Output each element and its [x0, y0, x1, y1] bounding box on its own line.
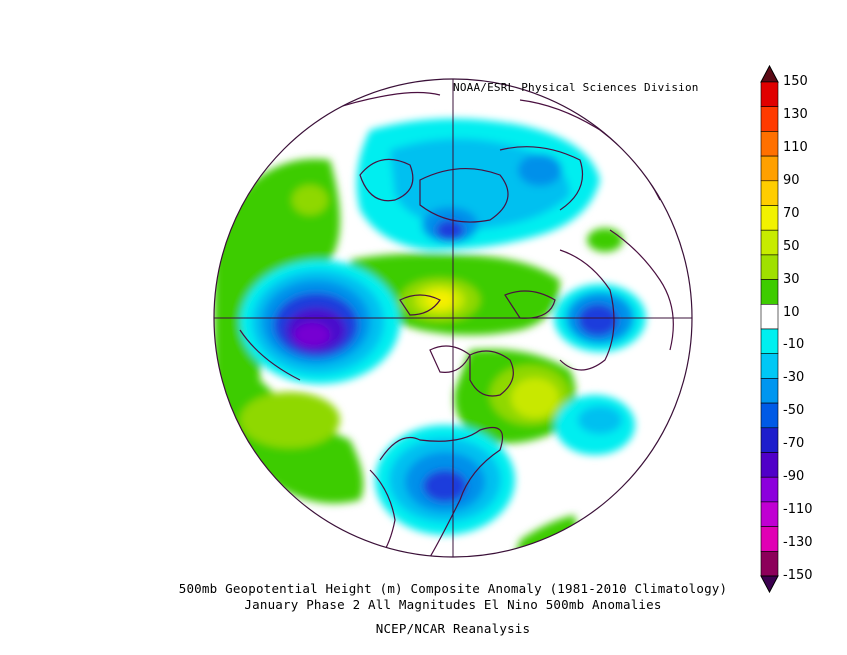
colorbar-swatch	[760, 180, 779, 206]
colorbar-swatch	[760, 501, 779, 527]
colorbar-swatch	[760, 353, 779, 379]
colorbar-swatch	[760, 550, 779, 577]
caption-title: 500mb Geopotential Height (m) Composite …	[178, 581, 728, 596]
colorbar-swatch	[760, 229, 779, 256]
colorbar-min-arrow	[760, 575, 779, 594]
colorbar-swatch	[760, 427, 779, 453]
colorbar-swatch	[760, 526, 779, 552]
colorbar-tick-label: 90	[783, 172, 800, 188]
colorbar-tick-label: -10	[783, 337, 805, 353]
colorbar-swatch	[760, 303, 779, 330]
positive-anomaly-pacific-core	[240, 392, 340, 448]
colorbar-tick-label: -130	[783, 535, 813, 551]
colorbar-tick-label: -30	[783, 370, 805, 386]
colorbar-swatch	[760, 131, 779, 157]
credit-text: NOAA/ESRL Physical Sciences Division	[453, 81, 699, 94]
colorbar-max-arrow	[760, 64, 779, 83]
colorbar-swatch	[760, 452, 779, 478]
colorbar-tick-label: 10	[783, 304, 800, 320]
caption-source: NCEP/NCAR Reanalysis	[375, 621, 531, 636]
colorbar-tick-label: 130	[783, 106, 808, 122]
colorbar-tick-label: 70	[783, 205, 800, 221]
colorbar-tick-label: -50	[783, 403, 805, 419]
caption-subtitle: January Phase 2 All Magnitudes El Nino 5…	[244, 597, 662, 612]
colorbar-tick-label: -90	[783, 469, 805, 485]
colorbar-swatch	[760, 378, 779, 404]
colorbar-tick-label: 30	[783, 271, 800, 287]
colorbar-tick-label: -70	[783, 436, 805, 452]
colorbar-tick-label: 150	[783, 74, 808, 89]
colorbar-swatch	[760, 254, 779, 280]
colorbar-swatch	[760, 476, 779, 503]
colorbar-swatch	[760, 155, 779, 182]
colorbar-tick-label: 110	[783, 139, 808, 155]
colorbar	[760, 64, 779, 594]
colorbar-swatch	[760, 81, 779, 108]
colorbar-swatch	[760, 402, 779, 429]
map-boundary	[213, 78, 693, 558]
colorbar-swatch	[760, 279, 779, 305]
colorbar-tick-label: -110	[783, 502, 813, 518]
graticule	[214, 79, 692, 557]
colorbar-tick-label: -150	[783, 568, 813, 583]
colorbar-swatch	[760, 328, 779, 355]
colorbar-swatch	[760, 205, 779, 231]
anomaly-field	[214, 79, 692, 557]
colorbar-swatch	[760, 106, 779, 132]
colorbar-tick-label: 50	[783, 238, 800, 254]
